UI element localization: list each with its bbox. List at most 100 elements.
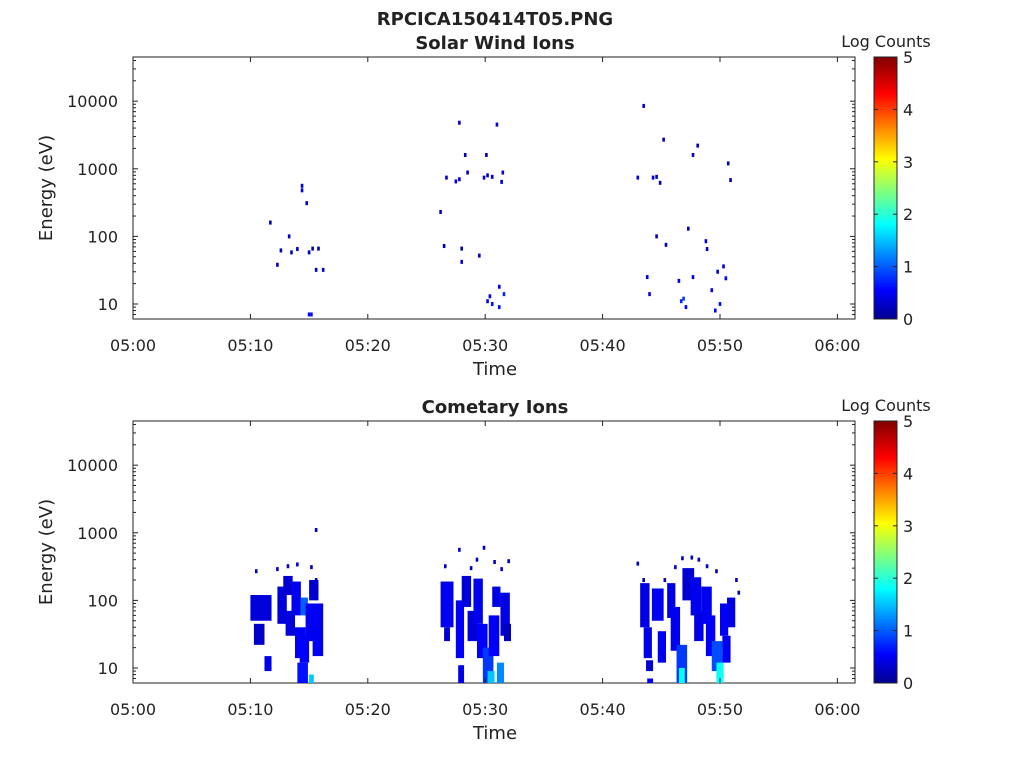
spectrogram-band	[297, 662, 308, 683]
spectrogram-cells	[269, 103, 732, 317]
spectrogram-cell	[307, 250, 311, 255]
spectrogram-cell	[662, 137, 665, 142]
spectrogram-band	[487, 671, 495, 683]
spectrogram-band	[285, 610, 296, 636]
spectrogram-band	[722, 635, 731, 663]
colorbar-gradient	[873, 56, 898, 320]
spectrogram-band	[701, 586, 712, 624]
colorbar-tick-label: 3	[903, 153, 913, 172]
spectrogram-cell	[279, 248, 283, 253]
spectrogram-band	[458, 665, 465, 683]
spectrogram-band	[492, 586, 501, 607]
spectrogram-band	[500, 592, 510, 636]
colorbar-tick-label: 0	[903, 674, 913, 693]
spectrogram-cell	[486, 173, 489, 178]
spectrogram-band	[678, 668, 685, 683]
spectrogram-cell	[726, 161, 730, 166]
spectrogram-cell	[454, 179, 458, 184]
spectrogram-cell	[705, 564, 709, 569]
x-axis: 05:00 05:10 05:20 05:30 05:40 05:50 06:00	[110, 421, 860, 719]
spectrogram-band	[690, 577, 702, 616]
spectrogram-cell	[691, 275, 695, 280]
spectrogram-band	[455, 600, 465, 659]
x-tick-label: 05:40	[580, 700, 626, 719]
spectrogram-cell	[458, 120, 461, 125]
spectrogram-band	[682, 568, 695, 601]
spectrogram-cell	[254, 569, 258, 574]
spectrogram-cell	[482, 545, 486, 550]
x-tick-label: 05:00	[110, 336, 156, 355]
spectrogram-cell	[286, 564, 290, 569]
colorbar-tick-label: 1	[903, 622, 913, 641]
spectrogram-cell	[314, 578, 318, 583]
spectrogram-band	[657, 631, 666, 663]
spectrogram-cell	[691, 152, 695, 157]
spectrogram-cell	[317, 246, 320, 251]
y-tick-label: 10000	[67, 456, 118, 475]
spectrogram-cell	[655, 174, 658, 179]
spectrogram-cell	[463, 152, 467, 157]
spectrogram-cell	[724, 276, 728, 281]
spectrogram-cell	[658, 180, 662, 185]
spectrogram-cell	[636, 561, 640, 566]
spectrogram-band	[646, 660, 654, 672]
spectrogram-band	[694, 610, 704, 642]
spectrogram-cell	[486, 299, 489, 304]
spectrogram-cell	[710, 288, 714, 293]
spectrogram-cell	[716, 269, 719, 274]
colorbar-tick-label: 4	[903, 100, 913, 119]
y-tick-label: 10	[98, 659, 118, 678]
spectrogram-band	[647, 678, 654, 683]
spectrogram-cell	[713, 308, 717, 313]
spectrogram-band	[676, 644, 688, 683]
spectrogram-cell	[705, 247, 709, 252]
spectrogram-cell	[636, 175, 640, 180]
plot-area	[132, 56, 856, 320]
spectrogram-cell	[642, 103, 645, 108]
spectrogram-cell	[482, 175, 486, 180]
colorbar-tick-label: 2	[903, 569, 913, 588]
x-tick-label: 05:30	[462, 700, 508, 719]
spectrogram-band	[716, 662, 724, 683]
spectrogram-cell	[439, 209, 442, 214]
spectrogram-band	[467, 610, 477, 642]
spectrogram-cell	[490, 302, 494, 307]
spectrogram-cell	[493, 559, 496, 564]
spectrogram-cell	[645, 275, 649, 280]
spectrogram-cell	[466, 170, 469, 175]
y-axis: 10 100 1000 10000	[67, 423, 855, 684]
spectrogram-band	[444, 627, 450, 642]
spectrogram-cell	[287, 234, 291, 239]
y-tick-label: 100	[87, 227, 118, 246]
spectrogram-cell	[697, 557, 701, 562]
spectrogram-cell	[684, 305, 688, 310]
spectrogram-cell	[310, 312, 313, 317]
spectrogram-cell	[300, 188, 304, 193]
spectrogram-band	[440, 581, 454, 628]
x-tick-label: 05:10	[227, 336, 273, 355]
y-axis-label: Energy (eV)	[36, 499, 57, 605]
x-tick-label: 05:00	[110, 700, 156, 719]
spectrogram-cell	[663, 578, 667, 583]
spectrogram-cell	[276, 567, 279, 572]
colorbar: Log Counts 0 1 2 3 4 5	[841, 32, 931, 329]
colorbar: Log Counts 0 1 2 3 4 5	[841, 396, 931, 693]
spectrogram-cell	[269, 220, 272, 225]
spectrogram-cell	[502, 292, 506, 297]
spectrogram-band	[253, 623, 265, 645]
spectrogram-band	[277, 586, 287, 624]
spectrogram-band	[727, 597, 736, 628]
spectrogram-band	[299, 635, 310, 663]
x-tick-label: 05:50	[697, 336, 743, 355]
x-tick-label: 05:40	[580, 336, 626, 355]
spectrogram-cells	[250, 527, 741, 683]
spectrogram-cell	[445, 175, 448, 180]
spectrogram-cell	[488, 294, 492, 299]
spectrogram-cell	[460, 259, 464, 264]
spectrogram-cell	[642, 578, 645, 583]
spectrogram-cell	[696, 143, 699, 148]
colorbar-ticks: 0 1 2 3 4 5	[874, 48, 913, 329]
x-tick-label: 06:00	[814, 700, 860, 719]
